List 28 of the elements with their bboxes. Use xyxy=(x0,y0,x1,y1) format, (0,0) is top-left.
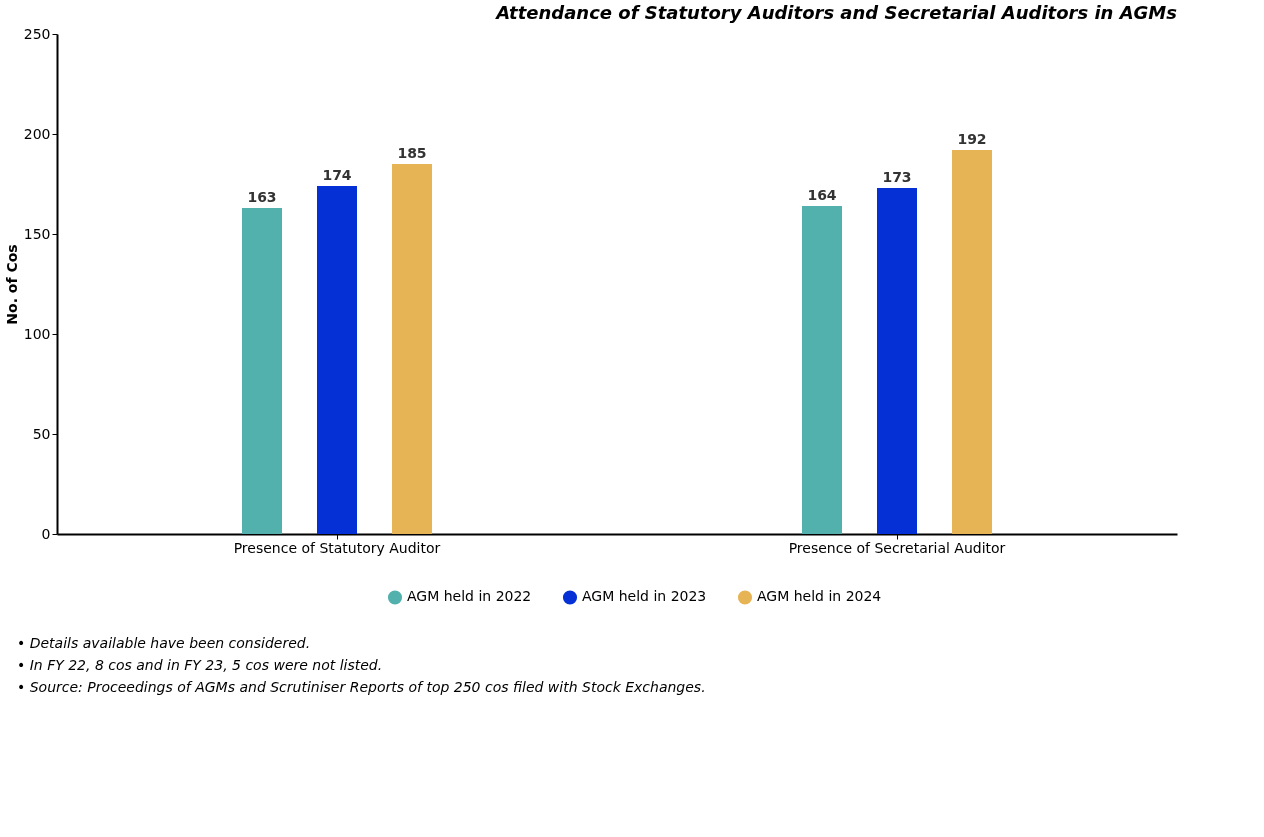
bar xyxy=(802,206,842,534)
data-label: 173 xyxy=(882,169,912,185)
y-tick-label: 250 xyxy=(23,25,51,42)
text: • Details available have been considered. xyxy=(17,635,311,651)
y-tick-label: 150 xyxy=(23,225,51,242)
data-label: 192 xyxy=(957,131,987,147)
y-tick-label: 50 xyxy=(32,425,51,442)
data-label: 164 xyxy=(807,187,837,203)
y-tick-label: 100 xyxy=(23,325,51,342)
bar xyxy=(317,186,357,534)
bar xyxy=(392,164,432,534)
bar xyxy=(952,150,992,534)
data-label: 163 xyxy=(247,189,277,205)
text: • In FY 22, 8 cos and in FY 23, 5 cos were not listed. xyxy=(17,657,383,673)
chart-title: Attendance of Statutory Auditors and Secretarial Auditors in AGMs xyxy=(494,2,1178,23)
x-tick-label: Presence of Secretarial Auditor xyxy=(788,539,1006,556)
bar xyxy=(877,188,917,534)
data-label: 174 xyxy=(322,167,352,183)
bar xyxy=(242,208,282,534)
x-tick-label: Presence of Statutory Auditor xyxy=(233,539,441,556)
y-axis-title: No. of Cos xyxy=(3,244,20,325)
data-label: 185 xyxy=(397,145,427,161)
legend-label: AGM held in 2022 xyxy=(407,588,532,605)
y-tick-label: 0 xyxy=(41,525,51,542)
legend-label: AGM held in 2024 xyxy=(757,588,882,605)
y-tick-label: 200 xyxy=(23,125,51,142)
legend-label: AGM held in 2023 xyxy=(582,588,707,605)
text: • Source: Proceedings of AGMs and Scrutiniser Reports of top 250 cos filed with Stock Exchanges. xyxy=(17,679,706,695)
